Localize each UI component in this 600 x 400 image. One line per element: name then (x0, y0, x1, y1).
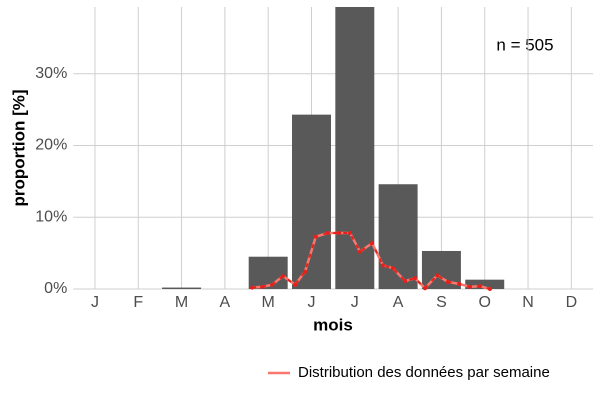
bar (378, 184, 418, 289)
x-tick-label: J (91, 294, 99, 311)
line-point (250, 285, 255, 290)
line-point (348, 231, 353, 236)
y-tick-label: 30% (35, 65, 67, 82)
x-tick-label: F (133, 294, 143, 311)
line-point (422, 286, 427, 291)
line-point (325, 231, 330, 236)
line-point (457, 281, 462, 286)
line-point (403, 279, 408, 284)
x-tick-label: J (351, 294, 359, 311)
x-tick-label: M (175, 294, 188, 311)
bar (248, 256, 288, 289)
x-tick-label: A (220, 294, 231, 311)
line-point (313, 234, 318, 239)
x-tick-label: J (307, 294, 315, 311)
line-point (370, 241, 375, 246)
bar (292, 114, 331, 289)
line-point (358, 249, 363, 254)
line-point (380, 263, 385, 268)
annotation: n = 505 (496, 35, 553, 54)
line-point (468, 284, 473, 289)
x-axis-label: mois (313, 315, 353, 334)
line-point (280, 274, 285, 279)
bar (162, 287, 202, 289)
x-tick-label: D (566, 294, 578, 311)
line-point (260, 284, 265, 289)
line-point (435, 273, 440, 278)
line-point (337, 231, 342, 236)
line-point (487, 287, 492, 291)
line-point (445, 279, 450, 284)
line-point (293, 282, 298, 287)
y-axis-label: proportion [%] (9, 89, 28, 206)
legend-label: Distribution des données par semaine (298, 364, 550, 381)
x-tick-label: M (262, 294, 275, 311)
y-tick-label: 10% (35, 208, 67, 225)
line-point (390, 266, 395, 271)
line-point (413, 276, 418, 281)
x-tick-label: O (479, 294, 491, 311)
x-tick-label: S (436, 294, 447, 311)
x-tick-label: N (522, 294, 534, 311)
bar (465, 279, 505, 289)
x-tick-label: A (393, 294, 404, 311)
y-tick-label: 0% (44, 280, 67, 297)
line-point (302, 269, 307, 274)
line-point (477, 284, 482, 289)
y-tick-label: 20% (35, 137, 67, 154)
line-point (270, 282, 275, 287)
